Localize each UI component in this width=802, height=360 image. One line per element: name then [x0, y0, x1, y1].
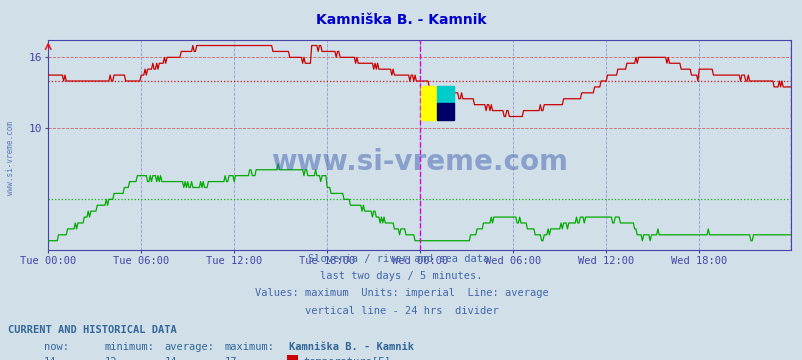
Text: www.si-vreme.com: www.si-vreme.com	[6, 121, 15, 195]
Text: 14: 14	[44, 357, 57, 360]
Text: average:: average:	[164, 342, 214, 352]
Bar	[420, 86, 437, 120]
Text: www.si-vreme.com: www.si-vreme.com	[271, 148, 567, 176]
Text: last two days / 5 minutes.: last two days / 5 minutes.	[320, 271, 482, 281]
Text: CURRENT AND HISTORICAL DATA: CURRENT AND HISTORICAL DATA	[8, 325, 176, 335]
Text: Kamniška B. - Kamnik: Kamniška B. - Kamnik	[316, 13, 486, 27]
Text: vertical line - 24 hrs  divider: vertical line - 24 hrs divider	[304, 306, 498, 316]
Text: 14: 14	[164, 357, 177, 360]
Text: temperature[F]: temperature[F]	[303, 357, 391, 360]
Text: now:: now:	[44, 342, 69, 352]
Text: 17: 17	[225, 357, 237, 360]
Text: Kamniška B. - Kamnik: Kamniška B. - Kamnik	[289, 342, 414, 352]
Text: maximum:: maximum:	[225, 342, 274, 352]
Text: Values: maximum  Units: imperial  Line: average: Values: maximum Units: imperial Line: av…	[254, 288, 548, 298]
Text: minimum:: minimum:	[104, 342, 154, 352]
Bar	[437, 103, 453, 120]
Bar	[437, 86, 453, 103]
Text: 12: 12	[104, 357, 117, 360]
Text: Slovenia / river and sea data.: Slovenia / river and sea data.	[307, 254, 495, 264]
